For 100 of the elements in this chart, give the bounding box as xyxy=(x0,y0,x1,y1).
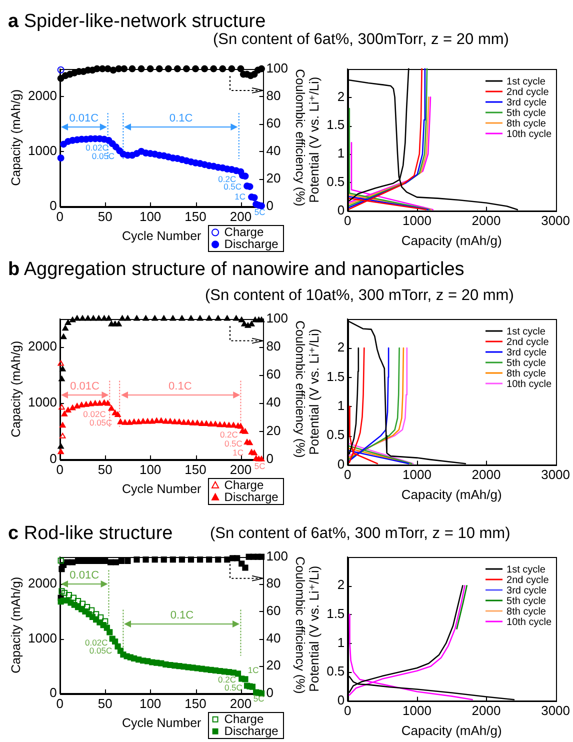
annotation: 0.02C xyxy=(85,637,108,648)
annotation: 0.5C xyxy=(224,182,242,192)
annotation: 5C xyxy=(254,207,266,218)
legend-label: Charge xyxy=(224,225,264,240)
legend-label: 10th cycle xyxy=(506,378,552,390)
y-tick-label: 1000 xyxy=(28,142,57,158)
annotation: 0.2C xyxy=(220,430,238,440)
y2-axis-title: Coulombic efficiency (%) xyxy=(293,556,308,694)
chart-title: c Rod-like structure xyxy=(8,523,173,545)
y-tick-label: 1.5 xyxy=(326,368,345,384)
y-tick-label: 0.5 xyxy=(326,174,345,189)
x-tick-label: 100 xyxy=(139,696,162,711)
y-axis-title: Potential (V vs. Li⁺/Li) xyxy=(306,328,322,455)
annotation: 0.05C xyxy=(89,418,112,428)
x-tick-label: 3000 xyxy=(541,703,570,718)
y-axis-title: Capacity (mAh/g) xyxy=(8,576,23,674)
annotation: 1C xyxy=(234,192,246,202)
y-tick-label: 1.5 xyxy=(326,117,345,132)
y-tick-label: 0.5 xyxy=(326,427,345,442)
legend-label: 10th cycle xyxy=(506,128,552,140)
legend-label: 3rd cycle xyxy=(506,585,547,596)
annotation: 0.1C xyxy=(169,112,193,125)
y2-tick-label: 80 xyxy=(266,338,281,354)
x-tick-label: 3000 xyxy=(541,467,570,482)
x-tick-label: 150 xyxy=(184,696,206,711)
y-axis-title: Capacity (mAh/g) xyxy=(8,340,23,438)
y2-axis-title: Coulombic efficiency (%) xyxy=(293,320,308,458)
y-tick-label: 0 xyxy=(50,684,57,700)
x-tick-label: 3000 xyxy=(541,213,570,228)
legend-label: 3rd cycle xyxy=(506,97,547,108)
y2-tick-label: 0 xyxy=(266,198,274,213)
y-tick-label: 1 xyxy=(337,398,345,413)
annotation: 0.05C xyxy=(89,645,112,656)
x-tick-label: 50 xyxy=(98,696,112,711)
annotation: 0.01C xyxy=(70,380,100,392)
y-tick-label: 1000 xyxy=(28,630,57,646)
y-axis-title: Capacity (mAh/g) xyxy=(8,89,23,186)
legend-label: 8th cycle xyxy=(506,118,546,130)
legend-label: 8th cycle xyxy=(506,606,546,618)
y2-tick-label: 100 xyxy=(266,548,288,564)
legend-label: Charge xyxy=(224,712,264,726)
annotation: 0.02C xyxy=(83,409,106,420)
y-tick-label: 2000 xyxy=(28,338,57,354)
y2-tick-label: 100 xyxy=(266,310,288,326)
y-tick-label: 0 xyxy=(50,198,57,213)
legend-label: 8th cycle xyxy=(506,368,546,380)
y2-tick-label: 100 xyxy=(266,60,288,76)
y-tick-label: 2 xyxy=(337,340,345,355)
y-axis-title: Potential (V vs. Li⁺/Li) xyxy=(306,566,322,692)
x-tick-label: 200 xyxy=(230,462,252,477)
y-tick-label: 2000 xyxy=(28,88,57,103)
y-tick-label: 1 xyxy=(337,634,345,650)
legend-label: Discharge xyxy=(224,724,279,738)
annotation: 0.02C xyxy=(86,142,108,152)
legend-label: 1st cycle xyxy=(506,564,546,576)
text: (Sn content of 6at%, 300mTorr, z = 20 mm) xyxy=(213,31,509,49)
y2-tick-label: 20 xyxy=(266,658,281,673)
y-tick-label: 1000 xyxy=(28,394,57,410)
annotation: 5C xyxy=(253,693,264,704)
annotation: 1C xyxy=(232,447,244,458)
y-tick-label: 2 xyxy=(337,577,345,592)
x-axis-title: Capacity (mAh/g) xyxy=(401,722,502,738)
x-tick-label: 1000 xyxy=(402,467,432,482)
y-tick-label: 0 xyxy=(50,450,57,466)
x-tick-label: 200 xyxy=(230,208,252,224)
annotation: 0.2C xyxy=(218,174,236,184)
x-tick-label: 150 xyxy=(184,208,206,224)
y-axis-title: Potential (V vs. Li⁺/Li) xyxy=(306,76,322,203)
annotation: 0.1C xyxy=(170,609,194,622)
y2-tick-label: 0 xyxy=(266,684,274,700)
legend-label: Discharge xyxy=(224,237,279,252)
legend-label: 2nd cycle xyxy=(506,574,550,586)
annotation: 0.1C xyxy=(168,380,192,392)
legend-label: 2nd cycle xyxy=(506,336,550,348)
legend-label: Discharge xyxy=(224,490,279,504)
legend-label: Charge xyxy=(224,478,264,492)
y2-axis-title: Coulombic efficiency (%) xyxy=(293,68,308,206)
legend-label: 5th cycle xyxy=(506,358,546,369)
x-tick-label: 2000 xyxy=(472,213,501,228)
y2-tick-label: 40 xyxy=(266,630,281,646)
y-tick-label: 2 xyxy=(337,88,345,104)
y2-tick-label: 60 xyxy=(266,115,281,130)
chart-title: b Aggregation structure of nanowire and nanoparticles xyxy=(8,259,464,281)
y2-tick-label: 0 xyxy=(266,450,274,466)
x-axis-title: Cycle Number xyxy=(122,228,202,243)
y-tick-label: 2000 xyxy=(28,576,57,591)
y2-tick-label: 20 xyxy=(266,170,281,186)
y2-tick-label: 20 xyxy=(266,422,281,438)
chart-title: a Spider-like-network structure xyxy=(8,11,266,32)
x-tick-label: 50 xyxy=(98,208,112,224)
annotation: 0.5C xyxy=(224,682,242,692)
x-tick-label: 2000 xyxy=(472,467,501,482)
annotation: 0.5C xyxy=(224,438,242,448)
text: (Sn content of 6at%, 300 mTorr, z = 10 mm) xyxy=(210,525,510,543)
annotation: 1C xyxy=(248,664,259,675)
x-axis-title: Capacity (mAh/g) xyxy=(401,486,502,502)
y2-tick-label: 60 xyxy=(266,603,281,618)
x-tick-label: 1000 xyxy=(402,213,432,228)
x-tick-label: 100 xyxy=(139,208,162,224)
x-axis-title: Cycle Number xyxy=(122,716,202,730)
